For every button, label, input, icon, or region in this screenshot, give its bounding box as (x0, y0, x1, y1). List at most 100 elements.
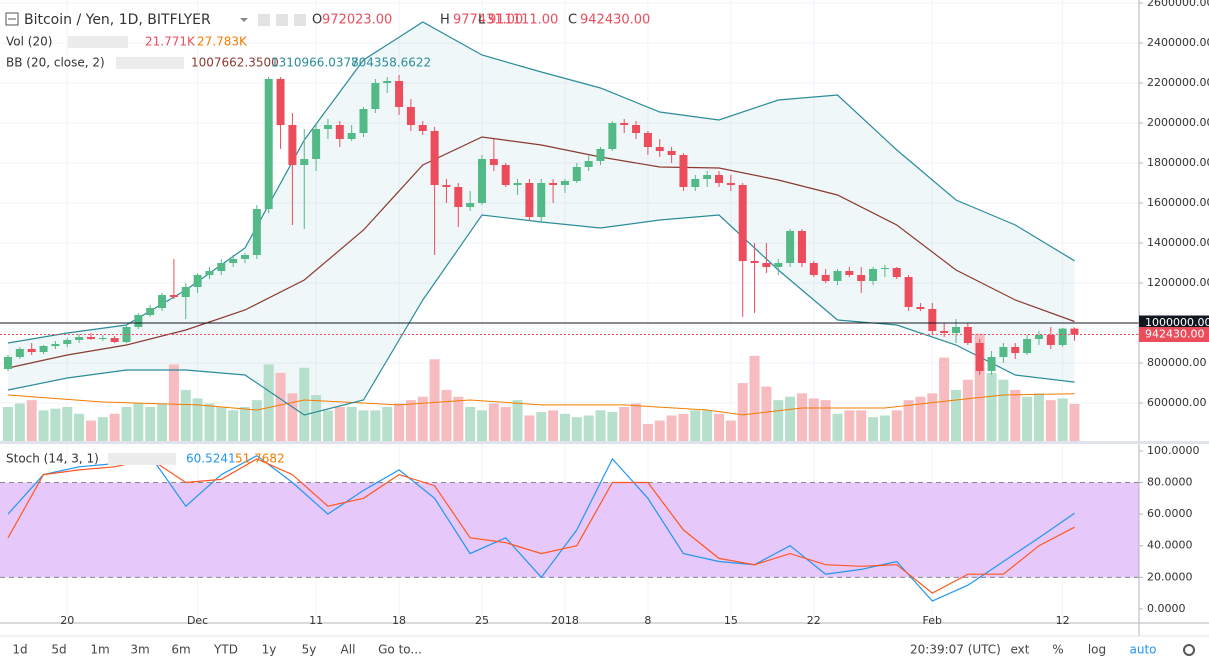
candle-body (288, 125, 297, 165)
legend-label: L (478, 13, 486, 28)
volume-bar (465, 406, 476, 441)
indicator-title[interactable]: Stoch (14, 3, 1) (6, 452, 99, 466)
candle-body (869, 269, 878, 281)
symbol-title[interactable]: Bitcoin / Yen, 1D, BITFLYER (24, 12, 211, 28)
volume-bar (548, 410, 559, 441)
volume-bar (157, 403, 168, 441)
volume-bar (927, 393, 938, 441)
candle-body (383, 81, 392, 83)
legend-value: 977431.00 (453, 13, 523, 28)
volume-bar (322, 410, 333, 441)
volume-bar (405, 400, 416, 441)
y-tick-label: 1400000.00 (1147, 236, 1209, 249)
indicator-value: 21.771K (145, 35, 196, 49)
volume-bar (38, 410, 49, 441)
candle-body (406, 107, 415, 125)
axis-option[interactable]: % (1052, 643, 1063, 657)
range-button[interactable]: 5y (302, 643, 317, 657)
volume-bar (714, 413, 724, 441)
x-tick-label: Dec (187, 614, 208, 627)
volume-bar (26, 400, 37, 441)
volume-bar (998, 379, 1009, 441)
volume-bar (145, 406, 156, 441)
candle-body (1058, 328, 1067, 345)
candle-body (655, 147, 664, 151)
candle-body (786, 231, 795, 263)
volume-bar (14, 403, 25, 441)
range-button[interactable]: YTD (213, 643, 238, 657)
x-tick-label: 18 (392, 614, 406, 627)
range-button[interactable]: Go to... (378, 643, 422, 657)
axis-option[interactable]: log (1088, 643, 1106, 657)
candle-body (525, 183, 534, 217)
range-button[interactable]: 1m (90, 643, 109, 657)
y-tick-label: 100.0000 (1147, 444, 1200, 457)
indicator-icons[interactable] (108, 453, 176, 465)
range-button[interactable]: 1d (12, 643, 27, 657)
candle-body (478, 159, 486, 203)
icon[interactable] (276, 14, 288, 26)
volume-bar (951, 389, 961, 441)
volume-bar (702, 410, 713, 441)
axis-option[interactable]: ext (1011, 643, 1030, 657)
volume-bar (536, 412, 547, 441)
candle-body (928, 309, 937, 331)
candle-body (489, 159, 498, 165)
volume-bar (453, 396, 464, 441)
candle-body (703, 175, 712, 179)
volume-bar (749, 355, 760, 441)
volume-bar (974, 333, 985, 441)
range-button[interactable]: 3m (130, 643, 149, 657)
candle-body (276, 79, 285, 125)
bollinger-basis (7, 136, 1075, 369)
indicator-title[interactable]: Vol (20) (6, 35, 52, 49)
candle-body (418, 125, 427, 131)
candle-body (454, 187, 463, 207)
volume-bar (500, 406, 511, 441)
volume-bar (642, 423, 653, 441)
header: Bitcoin / Yen, 1D, BITFLYER O 972023.00 … (5, 12, 650, 466)
candle-body (335, 125, 344, 139)
volume-bar (488, 403, 499, 441)
menu-icon[interactable] (5, 12, 19, 26)
price-axis: 600000.00 800000.00 1000000.00 1200000.00 14… (60, 0, 1209, 627)
volume-bar (808, 398, 819, 441)
x-tick-label: 20 (60, 614, 74, 627)
y-tick-label: 600000.00 (1147, 396, 1207, 409)
axis-option[interactable]: auto (1129, 643, 1156, 657)
indicator-title[interactable]: BB (20, close, 2) (6, 56, 105, 70)
candle-body (395, 81, 404, 107)
candle-body (715, 175, 723, 183)
y-tick-label: 80.0000 (1147, 476, 1193, 489)
candle-body (596, 149, 605, 161)
indicator-value: 1007662.3500 (191, 56, 279, 70)
gear (1183, 644, 1195, 656)
icon[interactable] (294, 14, 306, 26)
volume-bar (263, 364, 274, 441)
y-tick-label: 2600000.00 (1147, 0, 1209, 9)
candle-body (513, 183, 522, 185)
legend-value: 972023.00 (322, 13, 392, 28)
settings-icon[interactable] (1183, 644, 1195, 656)
indicator-icons[interactable] (68, 36, 128, 48)
volume-bar (133, 403, 144, 441)
candle-body (667, 151, 676, 155)
volume-bar (583, 415, 594, 441)
icon[interactable] (258, 14, 270, 26)
range-button[interactable]: 1y (262, 643, 277, 657)
candle-body (632, 125, 641, 133)
range-button[interactable]: 6m (171, 643, 190, 657)
volume-bar (868, 417, 879, 441)
range-button[interactable]: All (341, 643, 356, 657)
range-button[interactable]: 5d (51, 643, 66, 657)
y-tick-label: 1600000.00 (1147, 196, 1209, 209)
indicator-icons[interactable] (116, 57, 184, 69)
dropdown-arrow[interactable] (240, 18, 248, 22)
volume-bar (311, 395, 322, 441)
y-tick-label: 2200000.00 (1147, 76, 1209, 89)
volume-bar (571, 417, 582, 441)
candle-body (86, 337, 95, 339)
volume-bar (358, 410, 369, 441)
legend-value: 942430.00 (580, 13, 650, 28)
candle-body (264, 79, 273, 209)
